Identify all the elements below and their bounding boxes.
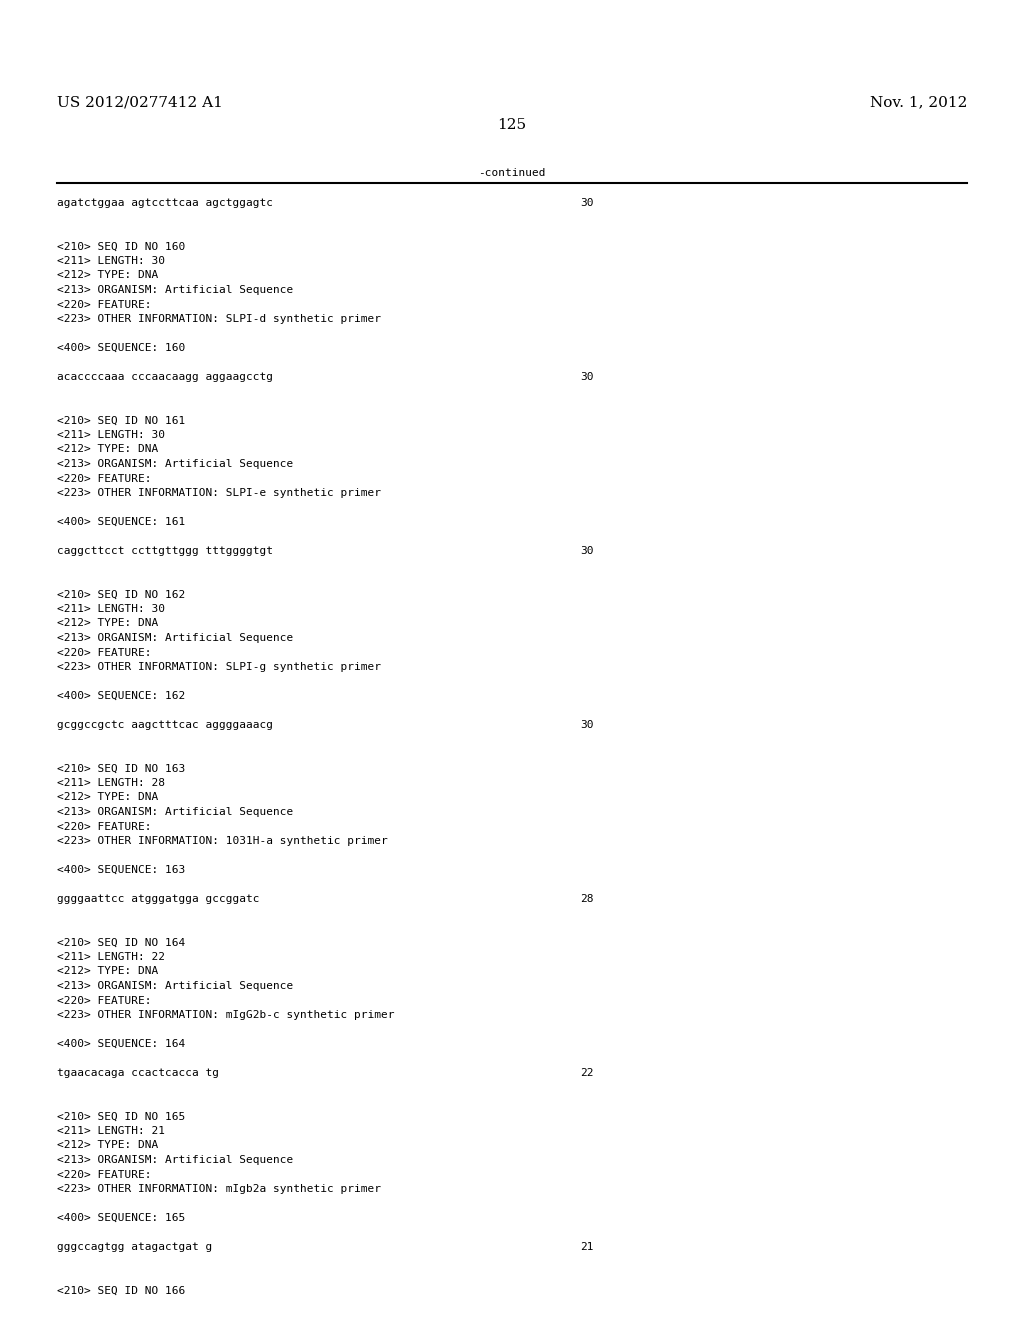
Text: <212> TYPE: DNA: <212> TYPE: DNA — [57, 445, 159, 454]
Text: <210> SEQ ID NO 161: <210> SEQ ID NO 161 — [57, 416, 185, 425]
Text: <211> LENGTH: 30: <211> LENGTH: 30 — [57, 256, 165, 267]
Text: <210> SEQ ID NO 164: <210> SEQ ID NO 164 — [57, 937, 185, 948]
Text: <223> OTHER INFORMATION: SLPI-e synthetic primer: <223> OTHER INFORMATION: SLPI-e syntheti… — [57, 488, 381, 498]
Text: <213> ORGANISM: Artificial Sequence: <213> ORGANISM: Artificial Sequence — [57, 1155, 293, 1166]
Text: gcggccgctc aagctttcac aggggaaacg: gcggccgctc aagctttcac aggggaaacg — [57, 719, 273, 730]
Text: <212> TYPE: DNA: <212> TYPE: DNA — [57, 271, 159, 281]
Text: <213> ORGANISM: Artificial Sequence: <213> ORGANISM: Artificial Sequence — [57, 807, 293, 817]
Text: <211> LENGTH: 28: <211> LENGTH: 28 — [57, 777, 165, 788]
Text: <213> ORGANISM: Artificial Sequence: <213> ORGANISM: Artificial Sequence — [57, 285, 293, 294]
Text: ggggaattcc atgggatgga gccggatc: ggggaattcc atgggatgga gccggatc — [57, 894, 259, 904]
Text: <223> OTHER INFORMATION: mIgG2b-c synthetic primer: <223> OTHER INFORMATION: mIgG2b-c synthe… — [57, 1010, 394, 1020]
Text: 30: 30 — [580, 198, 594, 209]
Text: 21: 21 — [580, 1242, 594, 1251]
Text: <210> SEQ ID NO 160: <210> SEQ ID NO 160 — [57, 242, 185, 252]
Text: <220> FEATURE:: <220> FEATURE: — [57, 995, 152, 1006]
Text: <220> FEATURE:: <220> FEATURE: — [57, 300, 152, 309]
Text: <223> OTHER INFORMATION: SLPI-g synthetic primer: <223> OTHER INFORMATION: SLPI-g syntheti… — [57, 663, 381, 672]
Text: 30: 30 — [580, 719, 594, 730]
Text: caggcttcct ccttgttggg tttggggtgt: caggcttcct ccttgttggg tttggggtgt — [57, 546, 273, 556]
Text: tgaacacaga ccactcacca tg: tgaacacaga ccactcacca tg — [57, 1068, 219, 1078]
Text: agatctggaa agtccttcaa agctggagtc: agatctggaa agtccttcaa agctggagtc — [57, 198, 273, 209]
Text: 30: 30 — [580, 372, 594, 381]
Text: <210> SEQ ID NO 166: <210> SEQ ID NO 166 — [57, 1286, 185, 1295]
Text: <213> ORGANISM: Artificial Sequence: <213> ORGANISM: Artificial Sequence — [57, 981, 293, 991]
Text: <223> OTHER INFORMATION: mIgb2a synthetic primer: <223> OTHER INFORMATION: mIgb2a syntheti… — [57, 1184, 381, 1195]
Text: 28: 28 — [580, 894, 594, 904]
Text: <400> SEQUENCE: 160: <400> SEQUENCE: 160 — [57, 343, 185, 352]
Text: <400> SEQUENCE: 161: <400> SEQUENCE: 161 — [57, 517, 185, 527]
Text: <220> FEATURE:: <220> FEATURE: — [57, 474, 152, 483]
Text: gggccagtgg atagactgat g: gggccagtgg atagactgat g — [57, 1242, 212, 1251]
Text: <223> OTHER INFORMATION: 1031H-a synthetic primer: <223> OTHER INFORMATION: 1031H-a synthet… — [57, 836, 388, 846]
Text: <220> FEATURE:: <220> FEATURE: — [57, 648, 152, 657]
Text: <400> SEQUENCE: 165: <400> SEQUENCE: 165 — [57, 1213, 185, 1224]
Text: <212> TYPE: DNA: <212> TYPE: DNA — [57, 966, 159, 977]
Text: 22: 22 — [580, 1068, 594, 1078]
Text: <213> ORGANISM: Artificial Sequence: <213> ORGANISM: Artificial Sequence — [57, 459, 293, 469]
Text: <211> LENGTH: 21: <211> LENGTH: 21 — [57, 1126, 165, 1137]
Text: <211> LENGTH: 30: <211> LENGTH: 30 — [57, 605, 165, 614]
Text: acaccccaaa cccaacaagg aggaagcctg: acaccccaaa cccaacaagg aggaagcctg — [57, 372, 273, 381]
Text: <212> TYPE: DNA: <212> TYPE: DNA — [57, 1140, 159, 1151]
Text: <210> SEQ ID NO 165: <210> SEQ ID NO 165 — [57, 1111, 185, 1122]
Text: <223> OTHER INFORMATION: SLPI-d synthetic primer: <223> OTHER INFORMATION: SLPI-d syntheti… — [57, 314, 381, 323]
Text: -continued: -continued — [478, 168, 546, 178]
Text: Nov. 1, 2012: Nov. 1, 2012 — [869, 95, 967, 110]
Text: <400> SEQUENCE: 162: <400> SEQUENCE: 162 — [57, 690, 185, 701]
Text: <400> SEQUENCE: 164: <400> SEQUENCE: 164 — [57, 1039, 185, 1049]
Text: <210> SEQ ID NO 163: <210> SEQ ID NO 163 — [57, 763, 185, 774]
Text: 30: 30 — [580, 546, 594, 556]
Text: <212> TYPE: DNA: <212> TYPE: DNA — [57, 792, 159, 803]
Text: <220> FEATURE:: <220> FEATURE: — [57, 1170, 152, 1180]
Text: <212> TYPE: DNA: <212> TYPE: DNA — [57, 619, 159, 628]
Text: 125: 125 — [498, 117, 526, 132]
Text: <213> ORGANISM: Artificial Sequence: <213> ORGANISM: Artificial Sequence — [57, 634, 293, 643]
Text: <210> SEQ ID NO 162: <210> SEQ ID NO 162 — [57, 590, 185, 599]
Text: US 2012/0277412 A1: US 2012/0277412 A1 — [57, 95, 223, 110]
Text: <211> LENGTH: 30: <211> LENGTH: 30 — [57, 430, 165, 440]
Text: <220> FEATURE:: <220> FEATURE: — [57, 821, 152, 832]
Text: <400> SEQUENCE: 163: <400> SEQUENCE: 163 — [57, 865, 185, 875]
Text: <211> LENGTH: 22: <211> LENGTH: 22 — [57, 952, 165, 962]
